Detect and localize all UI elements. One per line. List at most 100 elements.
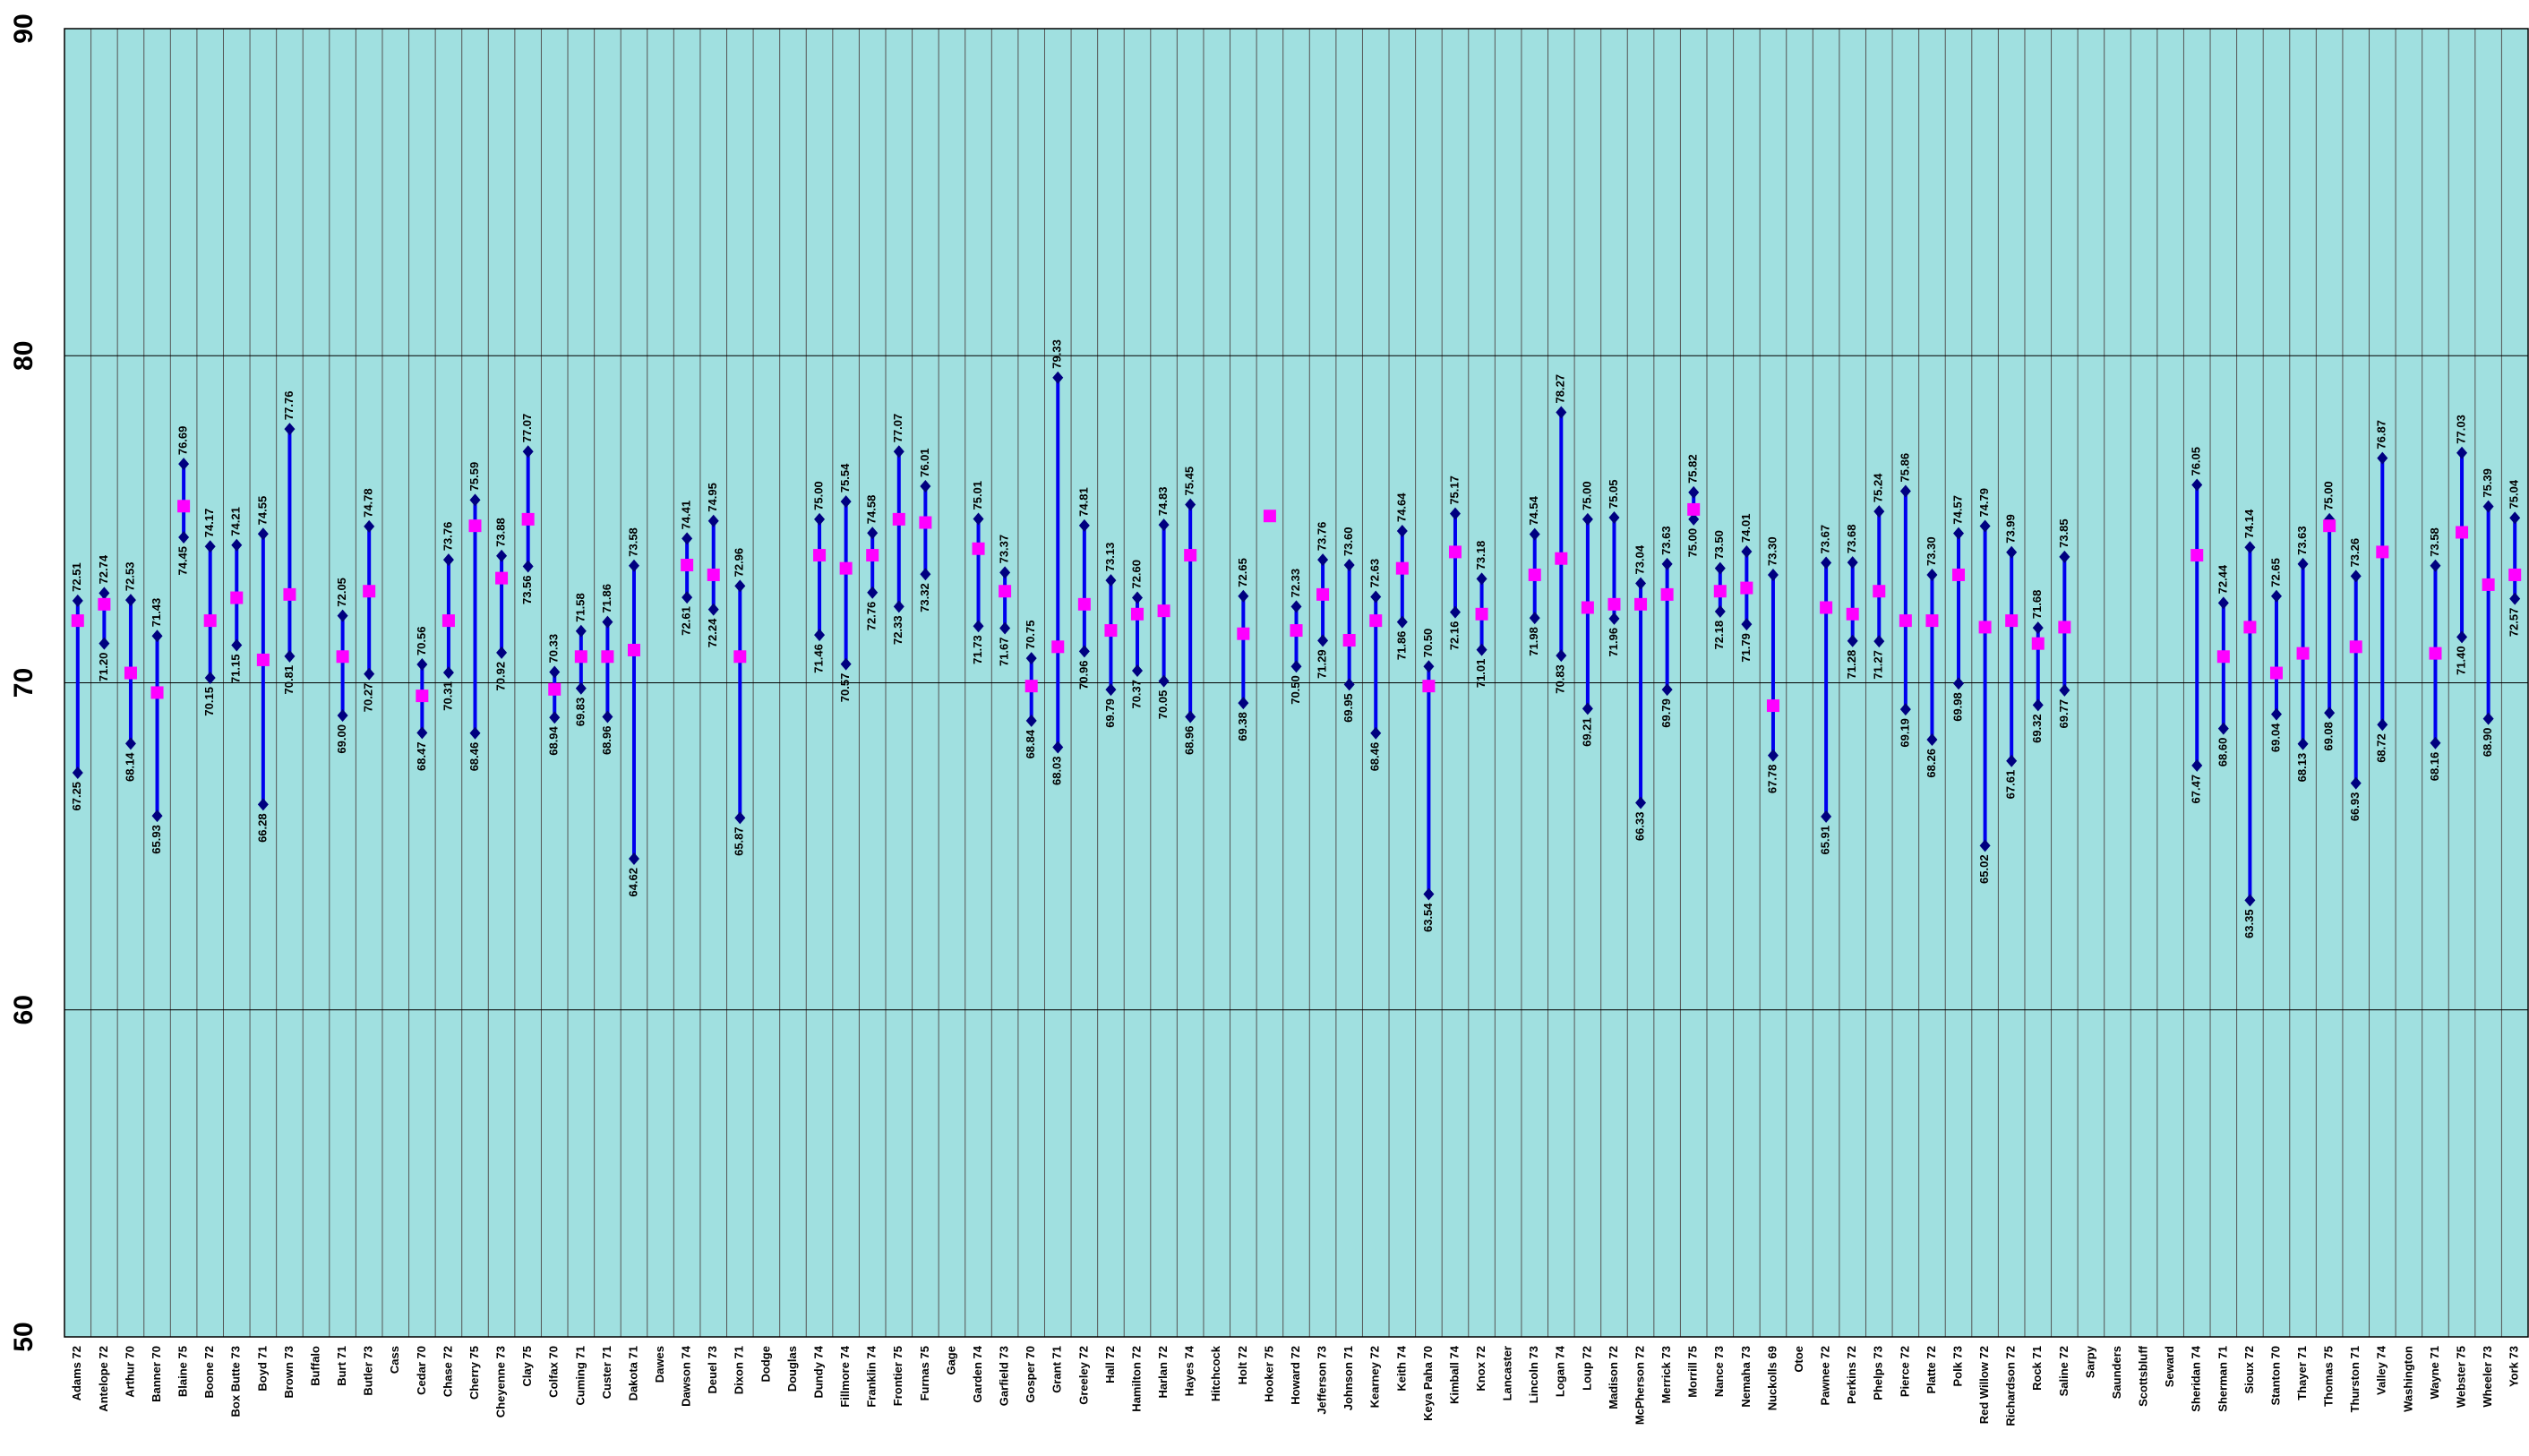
low-label: 71.40 — [2454, 646, 2467, 675]
marker-diamond — [2032, 621, 2044, 635]
marker-diamond — [442, 666, 454, 680]
mean-marker — [1475, 607, 1488, 621]
low-label: 70.05 — [1156, 690, 1170, 720]
x-tick-label: Washington — [2401, 1346, 2414, 1412]
x-tick-label: Rock 71 — [2030, 1346, 2044, 1391]
high-label: 75.00 — [811, 481, 825, 510]
x-tick-label: Madison 72 — [1607, 1346, 1620, 1409]
mean-marker — [230, 591, 244, 604]
marker-diamond — [2297, 737, 2309, 750]
mean-marker — [839, 561, 853, 575]
high-label: 76.69 — [176, 426, 190, 456]
mean-marker — [2190, 549, 2204, 562]
marker-diamond — [1423, 887, 1435, 901]
mean-marker — [2005, 614, 2019, 628]
x-tick-label: Deuel 73 — [706, 1346, 719, 1393]
marker-diamond — [682, 591, 693, 604]
high-label: 71.68 — [2030, 590, 2044, 620]
marker-diamond — [2350, 570, 2362, 583]
x-tick-label: Dawes — [653, 1346, 666, 1383]
x-tick-label: Brown 73 — [282, 1346, 296, 1399]
marker-diamond — [1290, 660, 1302, 673]
marker-diamond — [1370, 726, 1382, 740]
mean-marker — [1157, 604, 1170, 618]
high-label: 73.60 — [1342, 527, 1355, 556]
x-tick-label: Johnson 71 — [1342, 1346, 1355, 1410]
marker-diamond — [1476, 572, 1487, 586]
high-label: 74.64 — [1394, 492, 1408, 522]
x-tick-label: Cuming 71 — [573, 1346, 587, 1405]
marker-diamond — [920, 479, 931, 492]
marker-diamond — [1343, 678, 1355, 691]
marker-diamond — [1582, 512, 1593, 526]
mean-marker — [1422, 680, 1436, 693]
mean-marker — [1263, 510, 1276, 523]
marker-diamond — [2270, 589, 2282, 603]
high-label: 73.58 — [2428, 527, 2441, 557]
marker-diamond — [364, 519, 375, 533]
marker-diamond — [1423, 660, 1435, 673]
high-label: 74.54 — [1527, 495, 1540, 525]
low-label: 70.83 — [1554, 664, 1567, 694]
mean-marker — [1687, 502, 1701, 516]
marker-diamond — [1582, 702, 1593, 715]
marker-diamond — [734, 811, 746, 825]
x-tick-label: Kearney 72 — [1368, 1346, 1382, 1408]
low-label: 67.61 — [2004, 770, 2018, 800]
x-tick-label: Hamilton 72 — [1129, 1346, 1143, 1412]
marker-diamond — [628, 852, 639, 866]
low-label: 69.04 — [2268, 723, 2282, 752]
x-tick-label: Lincoln 73 — [1527, 1346, 1540, 1403]
x-tick-label: Hayes 74 — [1183, 1345, 1196, 1396]
low-label: 69.19 — [1898, 718, 1911, 748]
x-tick-label: Pawnee 72 — [1819, 1346, 1832, 1406]
marker-diamond — [2006, 754, 2018, 767]
marker-diamond — [867, 527, 879, 540]
marker-diamond — [840, 495, 852, 509]
marker-diamond — [151, 630, 163, 643]
x-tick-label: Richardson 72 — [2004, 1346, 2018, 1426]
mean-marker — [363, 585, 376, 598]
high-label: 73.88 — [494, 518, 508, 547]
mean-marker — [574, 650, 587, 664]
high-label: 73.99 — [2004, 514, 2018, 544]
low-label: 68.14 — [123, 752, 136, 782]
x-tick-label: Pierce 72 — [1898, 1346, 1911, 1397]
marker-diamond — [1185, 710, 1196, 724]
high-label: 78.27 — [1554, 374, 1567, 404]
x-tick-label: Thayer 71 — [2295, 1346, 2309, 1400]
low-label: 71.46 — [811, 644, 825, 673]
x-tick-label: Nuckolls 69 — [1765, 1346, 1779, 1410]
marker-diamond — [469, 493, 481, 507]
marker-diamond — [2482, 500, 2494, 513]
marker-diamond — [1105, 574, 1117, 587]
high-label: 70.56 — [415, 626, 428, 655]
mean-marker — [1713, 585, 1727, 598]
x-tick-label: Antelope 72 — [97, 1346, 110, 1412]
low-label: 70.96 — [1076, 660, 1090, 689]
x-tick-label: Keith 74 — [1394, 1345, 1408, 1391]
x-tick-label: Otoe — [1792, 1346, 1805, 1373]
marker-diamond — [99, 587, 110, 600]
x-tick-label: Cedar 70 — [415, 1346, 428, 1395]
marker-diamond — [231, 538, 243, 552]
x-tick-label: Dundy 74 — [811, 1345, 825, 1398]
low-label: 69.95 — [1342, 693, 1355, 723]
marker-diamond — [2244, 894, 2256, 907]
low-label: 66.93 — [2348, 792, 2362, 822]
x-tick-label: Cass — [388, 1346, 401, 1374]
low-label: 65.02 — [1977, 854, 1991, 884]
low-label: 70.37 — [1129, 680, 1143, 709]
marker-diamond — [2324, 707, 2336, 720]
low-label: 67.47 — [2190, 775, 2203, 804]
x-tick-label: Greeley 72 — [1076, 1346, 1090, 1405]
high-label: 74.81 — [1076, 487, 1090, 517]
x-tick-label: Thurston 71 — [2348, 1346, 2362, 1412]
mean-marker — [2508, 568, 2522, 581]
high-label: 70.75 — [1024, 621, 1037, 650]
marker-diamond — [707, 603, 719, 616]
low-label: 69.83 — [573, 698, 587, 727]
low-label: 70.31 — [441, 681, 454, 711]
x-tick-label: Sioux 72 — [2242, 1346, 2256, 1393]
x-tick-label: Hall 72 — [1103, 1346, 1117, 1383]
